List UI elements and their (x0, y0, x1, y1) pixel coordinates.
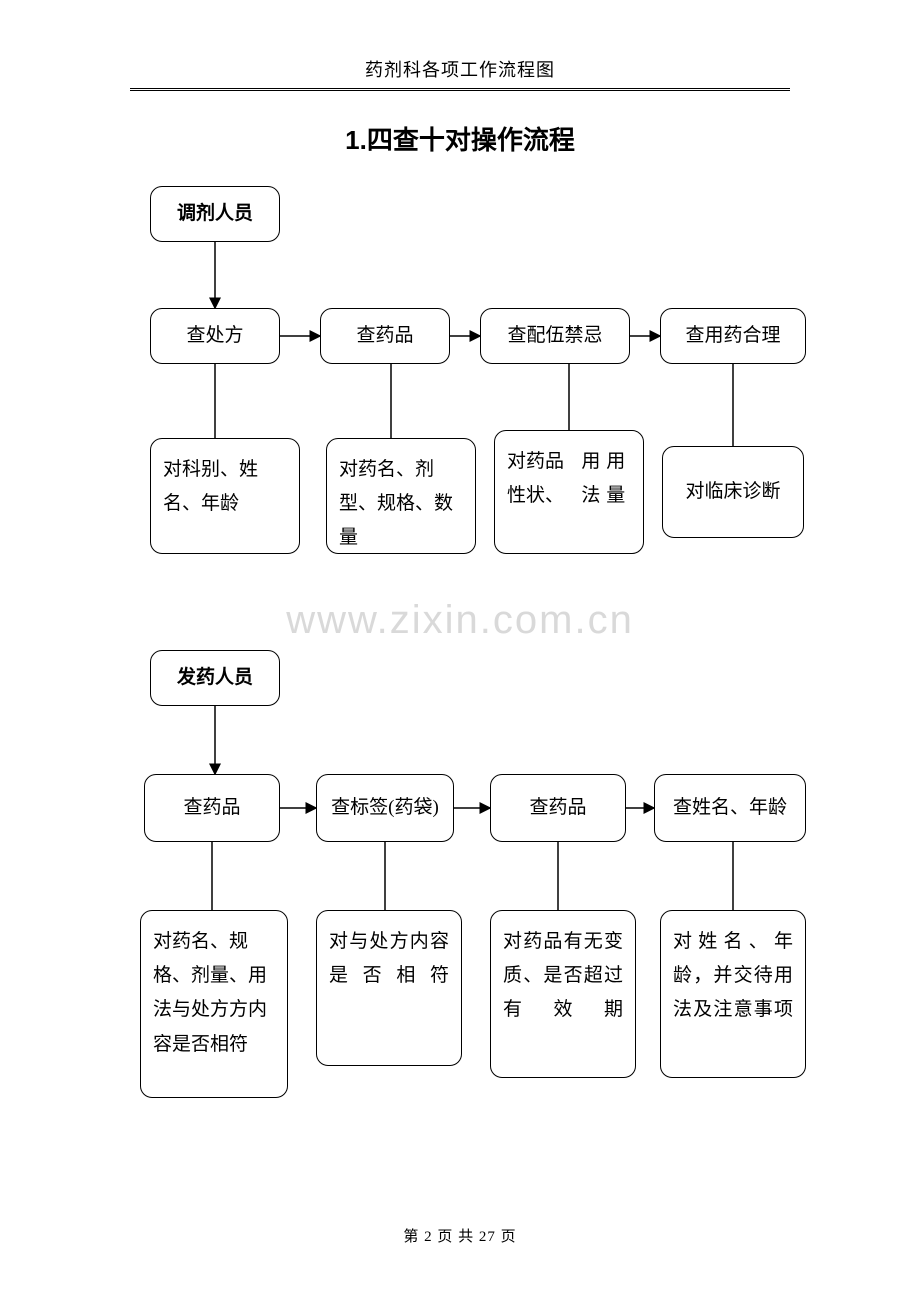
page-container: 药剂科各项工作流程图 1.四查十对操作流程 www.zixin.com.cn 调… (0, 0, 920, 1302)
flowchart-node-a2: 查药品 (320, 308, 450, 364)
page-header: 药剂科各项工作流程图 (0, 56, 920, 82)
connector-layer (0, 0, 920, 1302)
flowchart-node-b4: 对临床诊断 (662, 446, 804, 538)
page-title: 1.四查十对操作流程 (0, 120, 920, 157)
flowchart-node-a3: 查配伍禁忌 (480, 308, 630, 364)
page-footer: 第 2 页 共 27 页 (0, 1225, 920, 1246)
flowchart-node-p2: 发药人员 (150, 650, 280, 706)
flowchart-node-a4: 查用药合理 (660, 308, 806, 364)
flowchart-node-c4: 查姓名、年龄 (654, 774, 806, 842)
flowchart-node-d1: 对药名、规格、剂量、用法与处方方内容是否相符 (140, 910, 288, 1098)
flowchart-node-a1: 查处方 (150, 308, 280, 364)
flowchart-node-c1: 查药品 (144, 774, 280, 842)
flowchart-node-b3: 对药品性状、用法用量 (494, 430, 644, 554)
flowchart-node-d4: 对姓名、年龄，并交待用法及注意事项 (660, 910, 806, 1078)
flowchart-node-b2: 对药名、剂型、规格、数量 (326, 438, 476, 554)
flowchart-node-d3: 对药品有无变质、是否超过有效期 (490, 910, 636, 1078)
flowchart-node-p1: 调剂人员 (150, 186, 280, 242)
flowchart-node-b1: 对科别、姓名、年龄 (150, 438, 300, 554)
flowchart-node-d2: 对与处方内容是否相符 (316, 910, 462, 1066)
flowchart-node-c2: 查标签(药袋) (316, 774, 454, 842)
watermark-text: www.zixin.com.cn (0, 598, 920, 643)
header-rule (130, 88, 790, 91)
flowchart-node-c3: 查药品 (490, 774, 626, 842)
